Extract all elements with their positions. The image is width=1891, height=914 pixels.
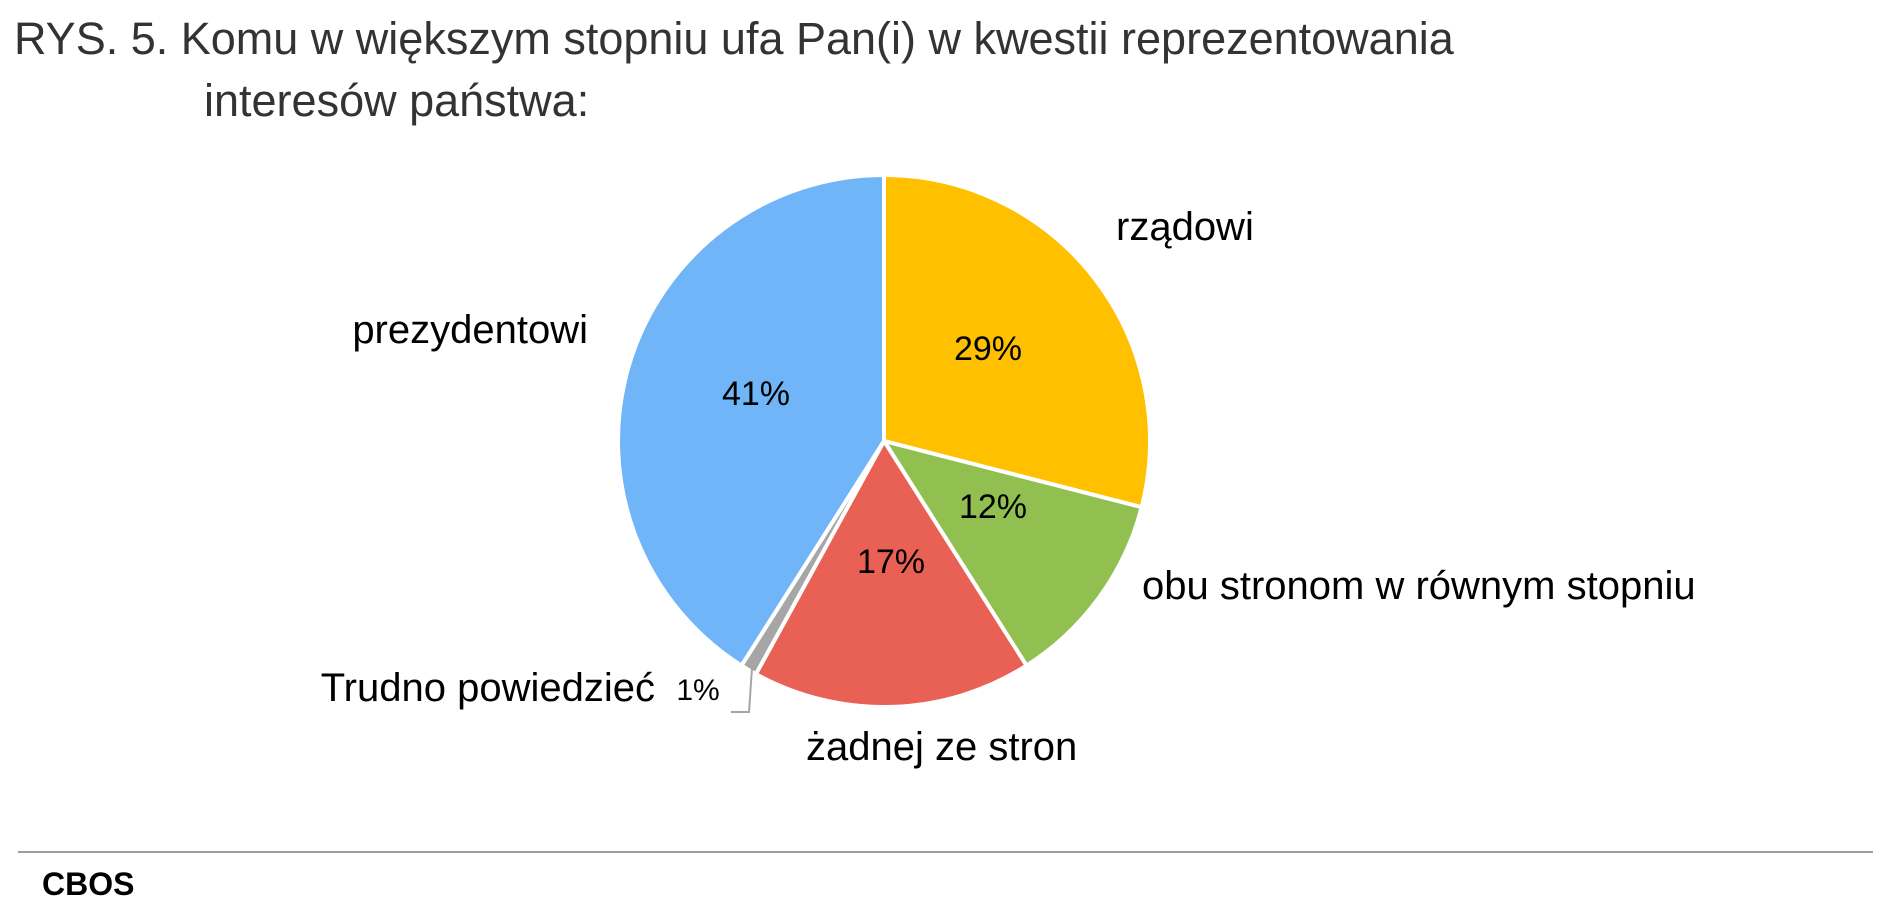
value-label-obu: 12% bbox=[959, 488, 1027, 526]
category-label-obu: obu stronom w równym stopniu bbox=[1142, 564, 1696, 608]
chart-title-line2: interesów państwa: bbox=[204, 75, 590, 126]
source-label: CBOS bbox=[42, 866, 135, 902]
value-label-zadnej: 17% bbox=[857, 543, 925, 581]
pie-slice-prezydentowi bbox=[616, 172, 886, 669]
category-label-rzadowi: rządowi bbox=[1116, 205, 1254, 249]
value-label-prezydentowi: 41% bbox=[722, 375, 790, 413]
chart-title-line1: RYS. 5. Komu w większym stopniu ufa Pan(… bbox=[14, 13, 1454, 64]
category-label-trudno: Trudno powiedzieć bbox=[321, 666, 655, 710]
pie-slice-rzadowi bbox=[882, 172, 1152, 510]
pie-value-labels: 29% 12% 17% 1% 41% bbox=[676, 330, 1027, 707]
pie-slice-zadnej bbox=[753, 437, 1030, 709]
value-label-trudno: 1% bbox=[676, 674, 719, 707]
footer-divider bbox=[18, 851, 1873, 853]
pie-slices bbox=[616, 172, 1152, 709]
pie-category-labels: rządowi obu stronom w równym stopniu żadne… bbox=[321, 205, 1696, 769]
chart-title: RYS. 5. Komu w większym stopniu ufa Pan(… bbox=[14, 8, 1454, 132]
category-label-zadnej: żadnej ze stron bbox=[806, 725, 1077, 769]
value-label-rzadowi: 29% bbox=[954, 330, 1022, 368]
leader-line-trudno bbox=[731, 667, 753, 713]
category-label-prezydentowi: prezydentowi bbox=[352, 308, 588, 352]
pie-slice-obu bbox=[879, 437, 1145, 669]
